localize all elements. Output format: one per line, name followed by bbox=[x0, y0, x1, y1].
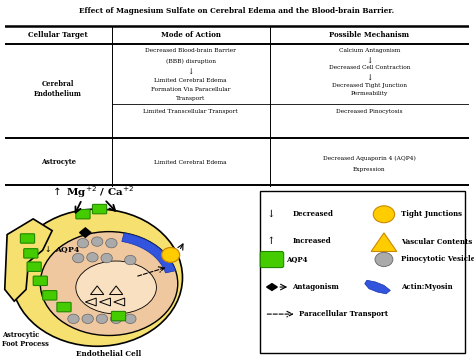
FancyBboxPatch shape bbox=[27, 262, 41, 271]
Circle shape bbox=[106, 238, 117, 248]
Text: (BBB) disruption: (BBB) disruption bbox=[165, 59, 216, 64]
Circle shape bbox=[96, 314, 108, 324]
FancyBboxPatch shape bbox=[24, 249, 38, 258]
Circle shape bbox=[68, 314, 79, 324]
FancyBboxPatch shape bbox=[33, 276, 47, 285]
Text: Expression: Expression bbox=[353, 167, 386, 172]
Text: Vascular Contents: Vascular Contents bbox=[401, 238, 472, 246]
Text: Formation Via Paracellular: Formation Via Paracellular bbox=[151, 87, 230, 92]
Text: Astrocyte: Astrocyte bbox=[41, 158, 76, 166]
Circle shape bbox=[101, 253, 112, 263]
Circle shape bbox=[77, 238, 89, 248]
Text: Cerebral
Endothelium: Cerebral Endothelium bbox=[34, 80, 82, 98]
Polygon shape bbox=[371, 233, 397, 252]
Text: Possible Mechanism: Possible Mechanism bbox=[329, 31, 410, 39]
Text: Effect of Magnesium Sulfate on Cerebral Edema and the Blood-brain Barrier.: Effect of Magnesium Sulfate on Cerebral … bbox=[80, 7, 394, 15]
Text: Decreased Tight Junction: Decreased Tight Junction bbox=[332, 82, 407, 87]
FancyBboxPatch shape bbox=[20, 234, 35, 243]
Text: Paracellular Transport: Paracellular Transport bbox=[299, 310, 388, 318]
Circle shape bbox=[125, 255, 136, 265]
Polygon shape bbox=[266, 284, 277, 291]
FancyBboxPatch shape bbox=[111, 311, 126, 321]
Text: Decreased Cell Contraction: Decreased Cell Contraction bbox=[328, 65, 410, 70]
Ellipse shape bbox=[12, 209, 182, 346]
Polygon shape bbox=[80, 228, 91, 237]
FancyBboxPatch shape bbox=[43, 291, 57, 300]
FancyBboxPatch shape bbox=[260, 190, 465, 353]
Text: AQP4: AQP4 bbox=[286, 256, 307, 264]
Ellipse shape bbox=[40, 231, 178, 336]
Text: Pinocytotic Vesicle: Pinocytotic Vesicle bbox=[401, 256, 474, 264]
Text: Antagonism: Antagonism bbox=[292, 283, 339, 291]
Circle shape bbox=[87, 253, 98, 262]
Text: ↓: ↓ bbox=[187, 68, 194, 76]
Polygon shape bbox=[5, 219, 52, 301]
FancyBboxPatch shape bbox=[76, 210, 90, 219]
Text: Tight Junctions: Tight Junctions bbox=[401, 210, 462, 218]
Text: ↓: ↓ bbox=[366, 57, 373, 65]
Text: Actin:Myosin: Actin:Myosin bbox=[401, 283, 453, 291]
Text: Calcium Antagonism: Calcium Antagonism bbox=[339, 48, 400, 53]
Text: Decreased: Decreased bbox=[292, 210, 333, 218]
Ellipse shape bbox=[76, 261, 156, 314]
Text: Increased: Increased bbox=[292, 237, 331, 246]
Text: Astrocytic
Foot Process: Astrocytic Foot Process bbox=[2, 331, 49, 348]
Text: Limited Transcellular Transport: Limited Transcellular Transport bbox=[143, 109, 238, 114]
Text: ↓: ↓ bbox=[266, 210, 275, 219]
Circle shape bbox=[110, 314, 122, 324]
Text: Limited Cerebral Edema: Limited Cerebral Edema bbox=[154, 78, 227, 83]
Text: Decreased Blood-brain Barrier: Decreased Blood-brain Barrier bbox=[145, 48, 236, 53]
Polygon shape bbox=[365, 280, 390, 294]
Text: Decreased Aquaporin 4 (AQP4): Decreased Aquaporin 4 (AQP4) bbox=[323, 156, 416, 161]
Text: Transport: Transport bbox=[176, 96, 205, 101]
Text: Cellular Target: Cellular Target bbox=[28, 31, 88, 39]
Circle shape bbox=[373, 206, 394, 223]
Circle shape bbox=[375, 252, 393, 266]
Text: $\downarrow$ AQP4: $\downarrow$ AQP4 bbox=[43, 244, 80, 255]
Text: Mode of Action: Mode of Action bbox=[161, 31, 220, 39]
Polygon shape bbox=[122, 233, 175, 273]
Circle shape bbox=[91, 237, 103, 246]
Text: Endothelial Cell: Endothelial Cell bbox=[76, 350, 142, 358]
Circle shape bbox=[73, 253, 84, 263]
Circle shape bbox=[162, 247, 180, 262]
Text: Decreased Pinocytosis: Decreased Pinocytosis bbox=[336, 109, 402, 114]
FancyBboxPatch shape bbox=[92, 204, 107, 214]
FancyBboxPatch shape bbox=[57, 302, 71, 312]
Circle shape bbox=[125, 314, 136, 324]
Text: Limited Cerebral Edema: Limited Cerebral Edema bbox=[154, 160, 227, 165]
Text: $\uparrow$ Mg$^{+2}$ / Ca$^{+2}$: $\uparrow$ Mg$^{+2}$ / Ca$^{+2}$ bbox=[50, 184, 135, 200]
Text: ↑: ↑ bbox=[266, 237, 275, 246]
Text: Permeability: Permeability bbox=[351, 91, 388, 96]
Circle shape bbox=[82, 314, 93, 324]
Text: ↓: ↓ bbox=[366, 74, 373, 82]
FancyBboxPatch shape bbox=[260, 252, 283, 267]
